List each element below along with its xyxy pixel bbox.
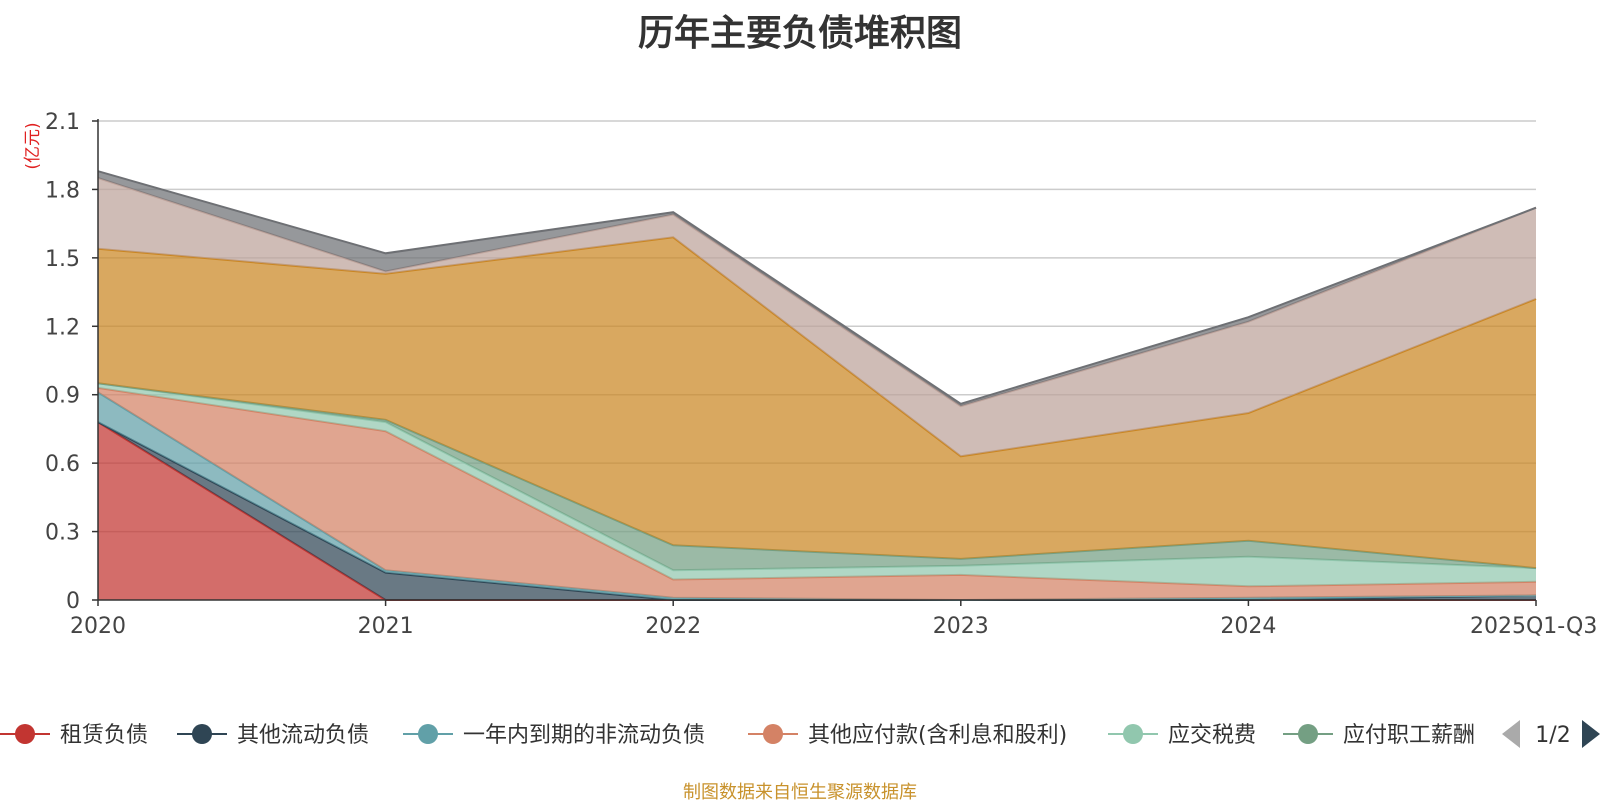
legend-item[interactable]: 其他应付款(含利息和股利)	[748, 723, 1067, 748]
x-tick-label: 2023	[933, 614, 989, 639]
legend-marker	[192, 724, 212, 744]
area-series-6	[98, 237, 1536, 569]
legend-item[interactable]: 其他流动负债	[177, 723, 369, 748]
legend-label: 其他流动负债	[237, 723, 369, 748]
x-tick-label: 2020	[70, 614, 126, 639]
y-tick-label: 0.6	[45, 452, 80, 477]
area-series-7	[98, 178, 1536, 457]
y-tick-label: 1.5	[45, 247, 80, 272]
x-tick-label: 2024	[1220, 614, 1276, 639]
legend-next-icon[interactable]	[1582, 720, 1600, 748]
y-tick-label: 0	[66, 589, 80, 614]
legend-label: 应付职工薪酬	[1343, 723, 1475, 748]
area-layer	[97, 170, 1537, 602]
y-tick-label: 0.9	[45, 384, 80, 409]
legend-prev-icon[interactable]	[1502, 720, 1520, 748]
chart-title: 历年主要负债堆积图	[637, 13, 962, 54]
area-series-0	[98, 422, 1536, 600]
y-tick-label: 0.3	[45, 521, 80, 546]
legend-items: 租赁负债 其他流动负债 一年内到期的非流动负债 其他应付款(含利息和股利) 应交税费 应付…	[0, 723, 1475, 748]
legend-marker	[1298, 724, 1318, 744]
x-tick-label: 2021	[358, 614, 414, 639]
legend-label: 租赁负债	[60, 723, 148, 748]
axis-layer: 0 0.3 0.6 0.9 1.2 1.5 1.8 2.1 2020 2021 2022 2023 20…	[23, 110, 1597, 639]
y-tick-label: 1.2	[45, 315, 80, 340]
legend: 租赁负债 其他流动负债 一年内到期的非流动负债 其他应付款(含利息和股利) 应交税费 应付…	[0, 720, 1600, 748]
legend-label: 其他应付款(含利息和股利)	[808, 723, 1067, 748]
area-series-3	[98, 387, 1536, 600]
legend-label: 应交税费	[1168, 723, 1256, 748]
x-tick-label: 2025Q1-Q3	[1470, 614, 1597, 639]
x-tick-label: 2022	[645, 614, 701, 639]
legend-item[interactable]: 应交税费	[1108, 723, 1256, 748]
legend-item[interactable]: 应付职工薪酬	[1283, 723, 1475, 748]
y-tick-label: 1.8	[45, 178, 80, 203]
legend-item[interactable]: 租赁负债	[0, 723, 148, 748]
legend-item[interactable]: 一年内到期的非流动负债	[403, 723, 705, 748]
legend-marker	[418, 724, 438, 744]
legend-marker	[15, 724, 35, 744]
data-source-note: 制图数据来自恒生聚源数据库	[683, 782, 917, 803]
series-line-8	[97, 170, 1537, 405]
y-tick-label: 2.1	[45, 110, 80, 135]
legend-label: 一年内到期的非流动负债	[463, 723, 705, 748]
legend-marker	[1123, 724, 1143, 744]
legend-marker	[763, 724, 783, 744]
legend-page-indicator: 1/2	[1535, 723, 1570, 748]
y-axis-unit-label: (亿元)	[23, 122, 43, 169]
